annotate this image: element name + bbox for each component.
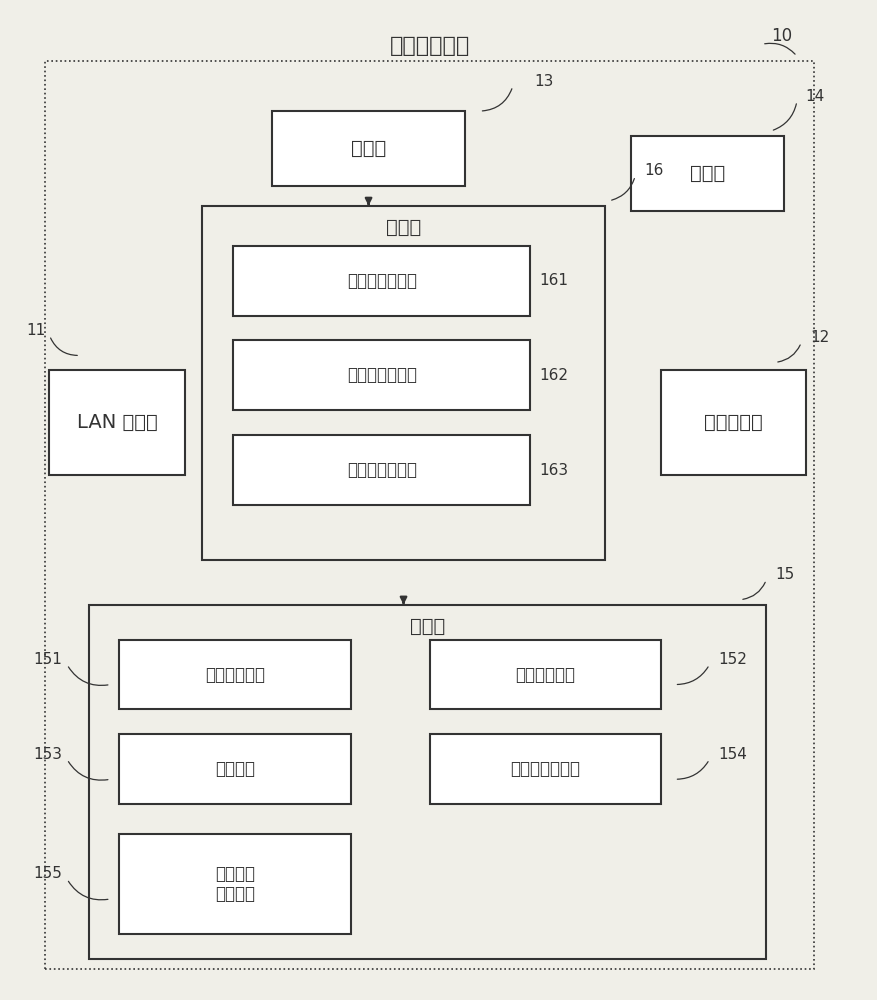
Text: 显示部: 显示部 — [351, 139, 386, 158]
Text: 13: 13 — [535, 74, 554, 89]
Bar — [430, 734, 661, 804]
Text: 连接信息: 连接信息 — [215, 760, 255, 778]
Bar — [430, 640, 661, 709]
Bar — [233, 246, 531, 316]
Bar — [89, 605, 766, 959]
Text: 154: 154 — [718, 747, 747, 762]
Text: 152: 152 — [718, 652, 747, 667]
Text: 155: 155 — [33, 866, 62, 881]
Bar — [45, 61, 815, 969]
Text: 161: 161 — [539, 273, 568, 288]
Text: 151: 151 — [33, 652, 62, 667]
Text: 装置识别信息: 装置识别信息 — [205, 666, 265, 684]
Text: 存储部: 存储部 — [410, 617, 446, 636]
Text: 14: 14 — [806, 89, 825, 104]
Bar — [203, 206, 604, 560]
Text: 便携终端登记部: 便携终端登记部 — [346, 461, 417, 479]
Bar — [233, 340, 531, 410]
Text: 操作对象输出部: 操作对象输出部 — [346, 272, 417, 290]
Text: 设备通信部: 设备通信部 — [704, 413, 763, 432]
Text: 遥控器操作表格: 遥控器操作表格 — [510, 760, 581, 778]
Text: 运转状态信息: 运转状态信息 — [516, 666, 575, 684]
Bar — [49, 370, 185, 475]
Bar — [661, 370, 806, 475]
Bar — [119, 734, 351, 804]
Text: 15: 15 — [775, 567, 795, 582]
Text: LAN 通信部: LAN 通信部 — [77, 413, 158, 432]
Text: 登记请求接收部: 登记请求接收部 — [346, 366, 417, 384]
Bar — [233, 435, 531, 505]
Text: 控制部: 控制部 — [386, 218, 421, 237]
Text: 12: 12 — [810, 330, 830, 345]
Text: 11: 11 — [25, 323, 45, 338]
Text: 输入部: 输入部 — [689, 164, 725, 183]
Text: 便携操作
许可表格: 便携操作 许可表格 — [215, 865, 255, 903]
Bar — [273, 111, 465, 186]
Text: 设备管理装置: 设备管理装置 — [389, 36, 470, 56]
Text: 153: 153 — [33, 747, 62, 762]
Text: 10: 10 — [771, 27, 792, 45]
Bar — [119, 640, 351, 709]
Bar — [631, 136, 784, 211]
Text: 162: 162 — [539, 368, 568, 383]
Text: 163: 163 — [539, 463, 568, 478]
Bar — [119, 834, 351, 934]
Text: 16: 16 — [644, 163, 663, 178]
